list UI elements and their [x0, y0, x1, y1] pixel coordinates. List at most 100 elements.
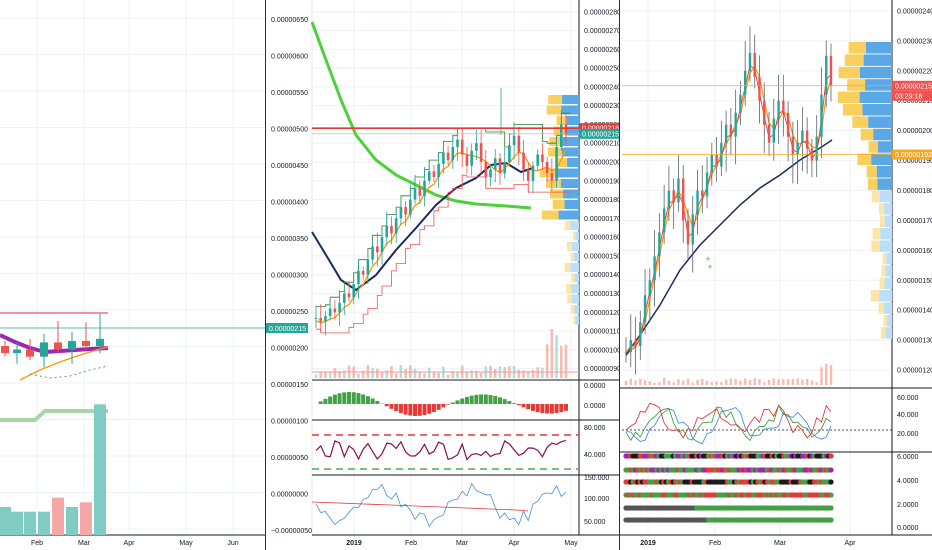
candle-body	[442, 152, 445, 164]
volume-bar	[361, 370, 365, 378]
price-axis-label: 0.00000350	[271, 236, 308, 243]
volume-bar	[522, 370, 525, 378]
candle-body	[319, 317, 323, 322]
macd-histogram-bar	[370, 398, 375, 404]
price-tag	[892, 80, 932, 91]
candle-body	[508, 145, 511, 163]
candle-body	[796, 142, 799, 155]
volume-profile-bar	[560, 179, 579, 188]
pane-divider[interactable]	[619, 0, 620, 550]
volume-bar	[52, 497, 64, 535]
volume-profile-bar	[876, 166, 892, 178]
macd-histogram-bar	[497, 397, 502, 404]
candle-body	[545, 162, 549, 174]
candle-body	[820, 94, 823, 137]
volume-bar	[715, 381, 718, 385]
middle-chart[interactable]: 0.00000650 0.00000600 0.00000550 0.00000500…	[266, 0, 619, 550]
macd-histogram-bar	[545, 404, 550, 414]
volume-profile-bar	[871, 240, 880, 252]
price-axis-label: 0.00000260	[584, 47, 619, 54]
price-axis-label: 0.00000230	[584, 103, 619, 110]
candle-body	[470, 150, 473, 166]
price-tag	[892, 149, 932, 160]
middle-chart-pane[interactable]: 0.00000650 0.00000600 0.00000550 0.00000500…	[266, 0, 619, 550]
pane-divider[interactable]	[265, 0, 266, 550]
candle-body	[743, 70, 747, 95]
volume-bar	[531, 369, 535, 378]
volume-profile-bar	[878, 203, 885, 215]
volume-bar	[691, 382, 694, 385]
candle-body	[624, 352, 628, 354]
volume-profile-bar	[859, 91, 892, 104]
candle-body	[328, 308, 332, 317]
volume-bar	[559, 345, 563, 378]
macd-histogram-bar	[323, 398, 328, 404]
candle-body	[352, 284, 356, 298]
price-axis-label: 0.00000220	[897, 68, 932, 75]
volume-profile-bar	[561, 105, 579, 115]
volume-bar	[536, 367, 539, 378]
price-axis-label: 0.00000250	[271, 309, 308, 316]
macd-histogram-bar	[450, 402, 455, 404]
signal-marker: +	[707, 262, 712, 272]
volume-bar	[743, 378, 747, 385]
candle-body	[767, 124, 771, 143]
candle-body	[710, 154, 714, 173]
rsi-axis-label: 80.000	[584, 425, 606, 432]
stoch-axis-label: 20.000	[897, 431, 919, 438]
macd-histogram-bar	[413, 404, 418, 416]
price-axis-label: 0.00000210	[584, 141, 619, 148]
volume-bar	[786, 379, 790, 385]
left-chart[interactable]: Feb Mar Apr May Jun	[0, 0, 265, 550]
left-chart-pane[interactable]: Feb Mar Apr May Jun	[0, 0, 265, 550]
volume-bar	[705, 380, 709, 385]
right-chart[interactable]: 0.00000240 0.00000230 0.00000220 0.00000210…	[620, 0, 932, 550]
right-chart-pane[interactable]: 0.00000240 0.00000230 0.00000220 0.00000210…	[620, 0, 932, 550]
candle-body	[512, 135, 516, 146]
macd-histogram-bar	[417, 404, 422, 416]
volume-bar	[541, 367, 544, 378]
macd-histogram-bar	[361, 394, 366, 404]
candle-body	[451, 146, 455, 161]
candle-body	[758, 76, 761, 101]
signal-dot	[828, 517, 834, 523]
volume-bar	[371, 368, 374, 378]
price-axis-label: 0.00000180	[584, 197, 619, 204]
volume-profile-bar	[571, 294, 579, 304]
volume-bar	[564, 344, 568, 378]
volume-bar	[829, 365, 833, 385]
price-axis-label: 0.00000300	[271, 273, 308, 280]
candle-body	[682, 178, 685, 221]
volume-profile-bar	[865, 79, 892, 91]
candle-body	[531, 165, 535, 181]
volume-profile-bar	[571, 284, 579, 293]
volume-bar	[418, 372, 422, 378]
macd-histogram-bar	[564, 404, 568, 411]
candle-body	[782, 100, 785, 113]
macd-histogram-bar	[365, 396, 370, 404]
volume-bar	[451, 370, 455, 378]
x-axis-label: 2019	[346, 540, 362, 547]
volume-profile-bar	[881, 265, 886, 277]
macd-histogram-bar	[337, 393, 342, 404]
volume-profile-bar	[570, 263, 579, 272]
macd-axis-label: 0.0000	[584, 383, 606, 390]
volume-profile-bar	[570, 252, 575, 262]
volume-bar	[24, 511, 36, 535]
volume-bar	[423, 373, 426, 378]
volume-profile-bar	[871, 153, 892, 166]
volume-profile-bar	[877, 178, 892, 190]
volume-profile-bar	[571, 242, 579, 251]
volume-bar	[94, 404, 106, 535]
macd-histogram-bar	[464, 396, 469, 404]
signal-dot	[828, 467, 834, 473]
volume-profile-bar	[859, 66, 892, 79]
macd-histogram-bar	[530, 404, 535, 411]
volume-bar	[11, 511, 23, 535]
macd-histogram-bar	[342, 392, 347, 404]
rsi-line	[315, 439, 567, 461]
dots-axis-label: 2.0000	[897, 502, 919, 509]
candle-body	[691, 214, 694, 245]
volume-bar	[729, 378, 733, 385]
volume-bar	[437, 373, 440, 378]
